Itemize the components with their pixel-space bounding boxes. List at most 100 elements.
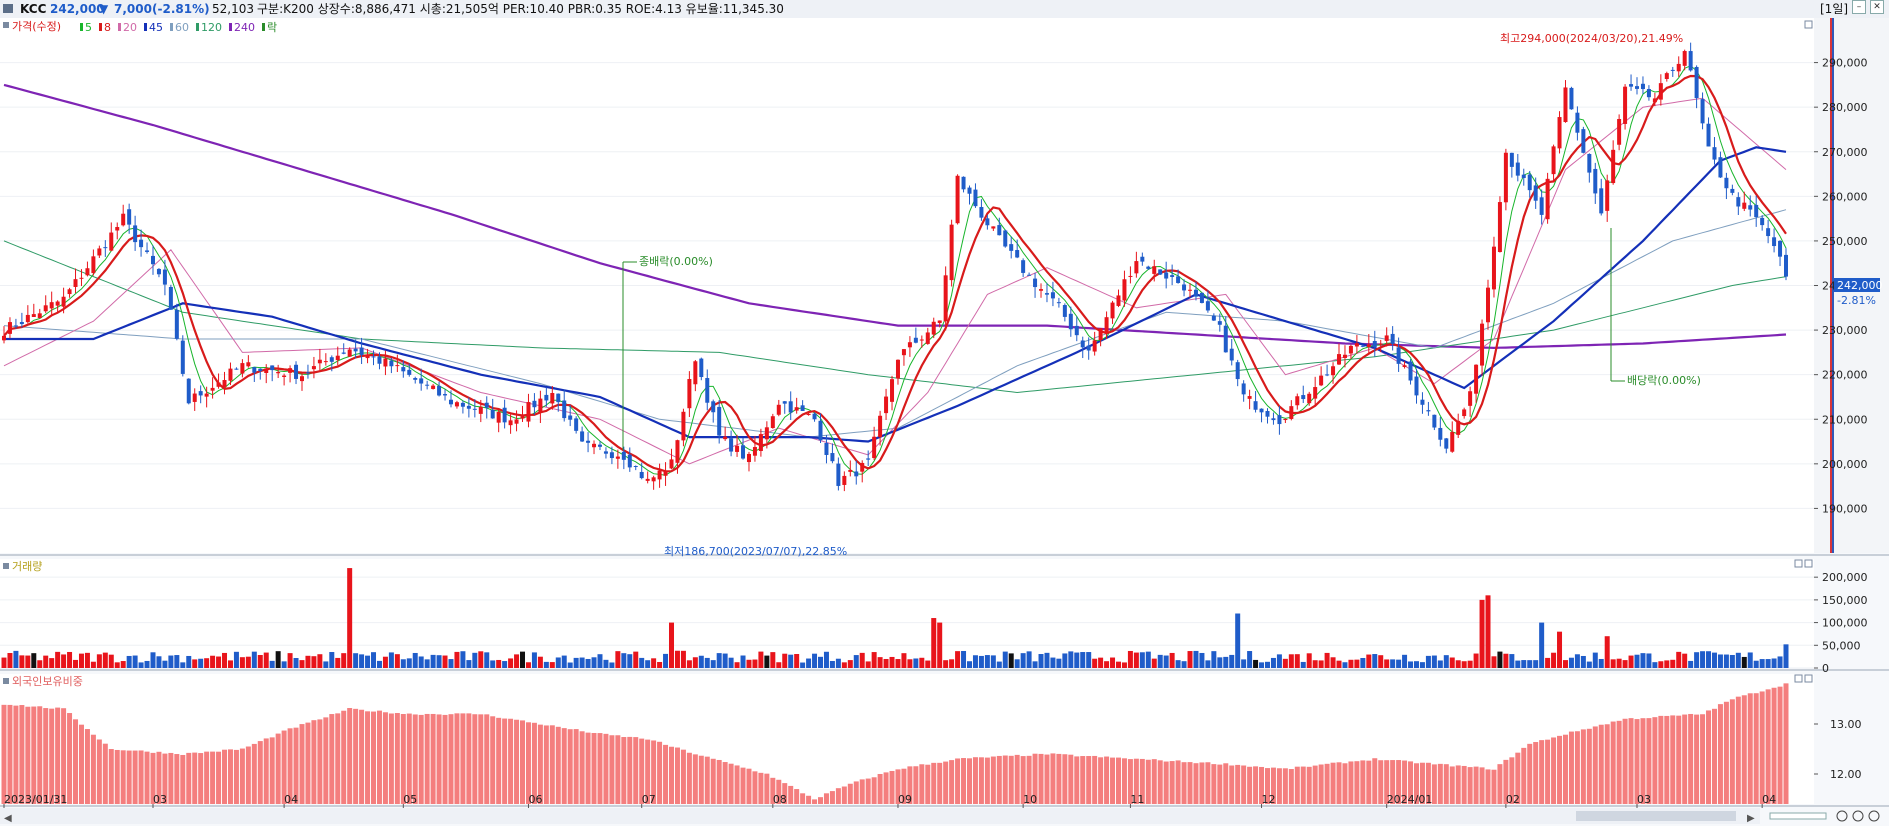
foreign-bar[interactable]	[73, 719, 79, 804]
volume-bar[interactable]	[1348, 659, 1354, 668]
zoom-reset-icon[interactable]	[1852, 810, 1864, 822]
volume-bar[interactable]	[132, 655, 138, 668]
volume-bar[interactable]	[704, 657, 710, 668]
foreign-bar[interactable]	[484, 714, 490, 804]
foreign-bar[interactable]	[168, 752, 174, 804]
volume-bar[interactable]	[597, 654, 603, 668]
foreign-bar[interactable]	[543, 725, 549, 804]
volume-bar[interactable]	[108, 654, 114, 668]
legend-item[interactable]: 120	[201, 21, 222, 34]
volume-bar[interactable]	[567, 662, 573, 668]
volume-bar[interactable]	[1503, 653, 1509, 668]
candle[interactable]	[1491, 236, 1496, 298]
candle[interactable]	[633, 465, 638, 471]
candle[interactable]	[1098, 328, 1103, 347]
foreign-bar[interactable]	[102, 743, 108, 804]
candle[interactable]	[1521, 168, 1526, 186]
candle[interactable]	[31, 303, 36, 318]
foreign-bar[interactable]	[573, 729, 579, 804]
legend-item[interactable]: 5	[85, 21, 92, 34]
volume-bar[interactable]	[335, 657, 341, 668]
candle[interactable]	[103, 240, 108, 257]
volume-bar[interactable]	[7, 653, 13, 668]
volume-bar[interactable]	[1, 657, 7, 668]
candle[interactable]	[669, 448, 674, 470]
volume-bar[interactable]	[317, 654, 323, 668]
candle[interactable]	[109, 222, 114, 252]
candle[interactable]	[478, 399, 483, 423]
volume-bar[interactable]	[937, 622, 943, 668]
candle[interactable]	[961, 176, 966, 193]
volume-bar[interactable]	[472, 652, 478, 668]
volume-bar[interactable]	[1110, 657, 1116, 668]
foreign-bar[interactable]	[1294, 766, 1300, 804]
volume-bar[interactable]	[1729, 654, 1735, 668]
volume-bar[interactable]	[49, 658, 55, 668]
candle[interactable]	[115, 222, 120, 240]
foreign-bar[interactable]	[1539, 740, 1545, 804]
volume-bar[interactable]	[996, 661, 1002, 668]
foreign-bar[interactable]	[180, 754, 186, 804]
volume-bar[interactable]	[1628, 655, 1634, 668]
foreign-bar[interactable]	[1402, 760, 1408, 804]
candle[interactable]	[556, 393, 561, 412]
menu-icon[interactable]	[3, 4, 13, 13]
volume-bar[interactable]	[400, 659, 406, 668]
volume-bar[interactable]	[251, 651, 257, 668]
foreign-bar[interactable]	[359, 709, 365, 804]
candle[interactable]	[1062, 303, 1067, 322]
foreign-bar[interactable]	[1133, 758, 1139, 804]
foreign-bar[interactable]	[1419, 762, 1425, 804]
foreign-bar[interactable]	[996, 755, 1002, 804]
candle[interactable]	[97, 245, 102, 258]
candle[interactable]	[1259, 408, 1264, 423]
candle[interactable]	[1342, 345, 1347, 368]
candle[interactable]	[1277, 405, 1282, 435]
foreign-bar[interactable]	[597, 733, 603, 804]
candle[interactable]	[1664, 71, 1669, 82]
candle[interactable]	[741, 437, 746, 460]
candle[interactable]	[550, 385, 555, 410]
foreign-bar[interactable]	[454, 713, 460, 804]
candle[interactable]	[645, 471, 650, 484]
foreign-bar[interactable]	[621, 737, 627, 804]
volume-bar[interactable]	[1419, 662, 1425, 668]
candle[interactable]	[1039, 283, 1044, 298]
foreign-bar[interactable]	[591, 732, 597, 804]
candle[interactable]	[25, 305, 30, 324]
candle[interactable]	[168, 284, 173, 311]
candle[interactable]	[150, 245, 155, 275]
volume-bar[interactable]	[1765, 659, 1771, 668]
foreign-bar[interactable]	[305, 722, 311, 804]
foreign-bar[interactable]	[1169, 761, 1175, 804]
volume-bar[interactable]	[1014, 659, 1020, 668]
candle[interactable]	[276, 364, 281, 379]
candle[interactable]	[735, 434, 740, 457]
foreign-bar[interactable]	[1092, 755, 1098, 804]
volume-bar[interactable]	[227, 660, 233, 668]
foreign-bar[interactable]	[430, 713, 436, 804]
candle[interactable]	[79, 269, 84, 287]
volume-bar[interactable]	[1706, 651, 1712, 668]
candle[interactable]	[991, 226, 996, 231]
foreign-bar[interactable]	[412, 714, 418, 804]
foreign-bar[interactable]	[1634, 719, 1640, 804]
volume-bar[interactable]	[102, 652, 108, 668]
candle[interactable]	[1545, 172, 1550, 224]
candle[interactable]	[1533, 177, 1538, 209]
volume-bar[interactable]	[1747, 652, 1753, 668]
volume-bar[interactable]	[275, 651, 281, 668]
foreign-bar[interactable]	[776, 779, 782, 804]
foreign-bar[interactable]	[1193, 763, 1199, 804]
foreign-bar[interactable]	[1282, 768, 1288, 804]
volume-bar[interactable]	[25, 655, 31, 668]
candle[interactable]	[1354, 334, 1359, 354]
candle[interactable]	[13, 318, 18, 329]
volume-bar[interactable]	[371, 652, 377, 668]
volume-bar[interactable]	[454, 651, 460, 668]
volume-bar[interactable]	[1509, 654, 1515, 668]
volume-bar[interactable]	[585, 658, 591, 668]
volume-bar[interactable]	[1086, 652, 1092, 668]
foreign-bar[interactable]	[1032, 753, 1038, 804]
volume-bar[interactable]	[752, 659, 758, 668]
